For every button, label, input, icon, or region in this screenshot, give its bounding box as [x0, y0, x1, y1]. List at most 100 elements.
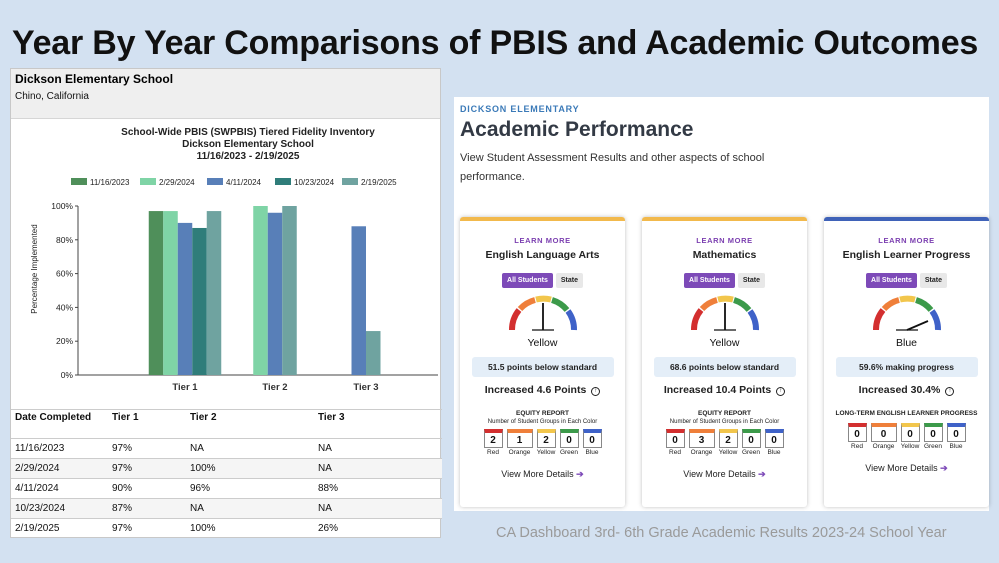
perf-school-name: DICKSON ELEMENTARY: [460, 104, 580, 114]
equity-label: Blue: [949, 443, 963, 450]
tfi-chart: School-Wide PBIS (SWPBIS) Tiered Fidelit…: [11, 119, 442, 407]
equity-item-green: 0 Green: [559, 429, 579, 456]
view-more-text[interactable]: View More Details: [865, 463, 938, 473]
equity-count: 1: [506, 429, 533, 448]
report-school-location: Chino, California: [15, 91, 89, 102]
equity-item-green: 0 Green: [741, 429, 761, 456]
report-school-name: Dickson Elementary School: [15, 72, 174, 86]
y-tick-label: 60%: [56, 269, 73, 279]
legend-swatch: [207, 178, 223, 185]
equity-title: LONG-TERM ENGLISH LEARNER PROGRESS: [835, 410, 978, 417]
bar-tier-1-series-1: [163, 211, 178, 375]
performance-gauge-icon: [460, 294, 625, 334]
bar-tier-1-series-4: [206, 211, 222, 375]
legend-swatch: [342, 178, 358, 185]
state-button[interactable]: State: [555, 273, 583, 288]
tfi-table: Date Completed Tier 1 Tier 2 Tier 3 11/1…: [11, 409, 442, 539]
x-category-label: Tier 3: [353, 382, 378, 393]
learn-more-link[interactable]: LEARN MORE: [514, 236, 571, 245]
points-box: 59.6% making progress: [835, 357, 978, 377]
legend-label: 4/11/2024: [226, 178, 262, 187]
equity-item-orange: 3 Orange: [688, 429, 715, 456]
view-more-details-link[interactable]: View More Details ➔: [460, 469, 625, 480]
state-button[interactable]: State: [919, 273, 947, 288]
chart-title: School-Wide PBIS (SWPBIS) Tiered Fidelit…: [121, 127, 375, 138]
table-header-row: Date Completed Tier 1 Tier 2 Tier 3: [11, 409, 442, 439]
table-cell: 96%: [186, 478, 314, 499]
table-row: 2/29/2024 97% 100% NA: [11, 458, 442, 479]
card-subject: English Learner Progress: [842, 249, 971, 261]
table-row: 10/23/2024 87% NA NA: [11, 498, 442, 519]
equity-count: 0: [900, 423, 920, 442]
table-cell: NA: [186, 498, 314, 519]
arrow-right-icon: ➔: [940, 463, 948, 473]
equity-label: Yellow: [900, 443, 920, 450]
table-cell: NA: [186, 438, 314, 459]
table-cell: 4/11/2024: [11, 478, 108, 499]
table-cell: 26%: [314, 518, 442, 539]
all-students-button[interactable]: All Students: [684, 273, 735, 288]
bar-tier-1-series-2: [177, 222, 193, 375]
points-box: 51.5 points below standard: [471, 357, 614, 377]
equity-count: 3: [688, 429, 715, 448]
legend-label: 2/29/2024: [159, 178, 195, 187]
equity-row: 0 Red 0 Orange 0 Yellow 0 Green 0 Blue: [824, 423, 989, 450]
x-category-label: Tier 2: [262, 382, 287, 393]
equity-item-blue: 0 Blue: [582, 429, 602, 456]
equity-subtitle: Number of Student Groups in Each Color: [669, 419, 780, 425]
equity-item-red: 0 Red: [665, 429, 685, 456]
view-more-text[interactable]: View More Details: [683, 469, 756, 479]
equity-row: 2 Red 1 Orange 2 Yellow 0 Green 0 Blue: [460, 429, 625, 456]
view-more-details-link[interactable]: View More Details ➔: [642, 469, 807, 480]
equity-item-blue: 0 Blue: [764, 429, 784, 456]
equity-label: Orange: [690, 449, 713, 456]
equity-label: Green: [559, 449, 579, 456]
legend-label: 11/16/2023: [90, 178, 130, 187]
y-tick-label: 0%: [61, 370, 74, 380]
x-category-label: Tier 1: [172, 382, 198, 393]
table-cell: 2/19/2025: [11, 518, 108, 539]
y-tick-label: 80%: [56, 235, 73, 245]
view-more-details-link[interactable]: View More Details ➔: [824, 463, 989, 474]
performance-color-label: Blue: [895, 337, 917, 349]
equity-item-yellow: 0 Yellow: [900, 423, 920, 450]
equity-count: 0: [582, 429, 602, 448]
header-date-completed: Date Completed: [11, 409, 108, 439]
card-topbar: [460, 217, 625, 221]
view-more-text[interactable]: View More Details: [501, 469, 574, 479]
state-button[interactable]: State: [737, 273, 765, 288]
arrow-right-icon: ➔: [576, 469, 584, 479]
table-cell: 87%: [108, 498, 186, 519]
learn-more-link[interactable]: LEARN MORE: [878, 236, 935, 245]
chart-date-range: 11/16/2023 - 2/19/2025: [197, 151, 300, 162]
table-cell: 100%: [186, 458, 314, 479]
card-topbar: [642, 217, 807, 221]
table-cell: NA: [314, 438, 442, 459]
learn-more-link[interactable]: LEARN MORE: [696, 236, 753, 245]
student-toggle: All Students State: [824, 273, 989, 288]
equity-label: Blue: [585, 449, 599, 456]
change-arrow-icon: ↑: [591, 387, 601, 396]
y-tick-label: 20%: [56, 336, 73, 346]
performance-color-label: Yellow: [709, 337, 740, 349]
equity-item-blue: 0 Blue: [946, 423, 966, 450]
table-cell: 10/23/2024: [11, 498, 108, 519]
legend-label: 2/19/2025: [361, 178, 397, 187]
performance-gauge-icon: [642, 294, 807, 334]
equity-count: 0: [764, 429, 784, 448]
equity-count: 2: [483, 429, 503, 448]
student-toggle: All Students State: [642, 273, 807, 288]
all-students-button[interactable]: All Students: [502, 273, 553, 288]
equity-title: EQUITY REPORT: [698, 410, 751, 417]
change-status: Increased 4.6 Points ↑: [460, 384, 625, 396]
equity-label: Yellow: [536, 449, 556, 456]
chart-subtitle: Dickson Elementary School: [182, 139, 314, 150]
change-text: Increased 10.4 Points: [663, 384, 772, 396]
tfi-chart-svg: School-Wide PBIS (SWPBIS) Tiered Fidelit…: [30, 127, 438, 393]
equity-label: Green: [923, 443, 943, 450]
all-students-button[interactable]: All Students: [866, 273, 917, 288]
change-status: Increased 30.4% ↑: [824, 384, 989, 396]
header-tier-3: Tier 3: [314, 409, 442, 439]
equity-item-yellow: 2 Yellow: [536, 429, 556, 456]
arrow-right-icon: ➔: [758, 469, 766, 479]
